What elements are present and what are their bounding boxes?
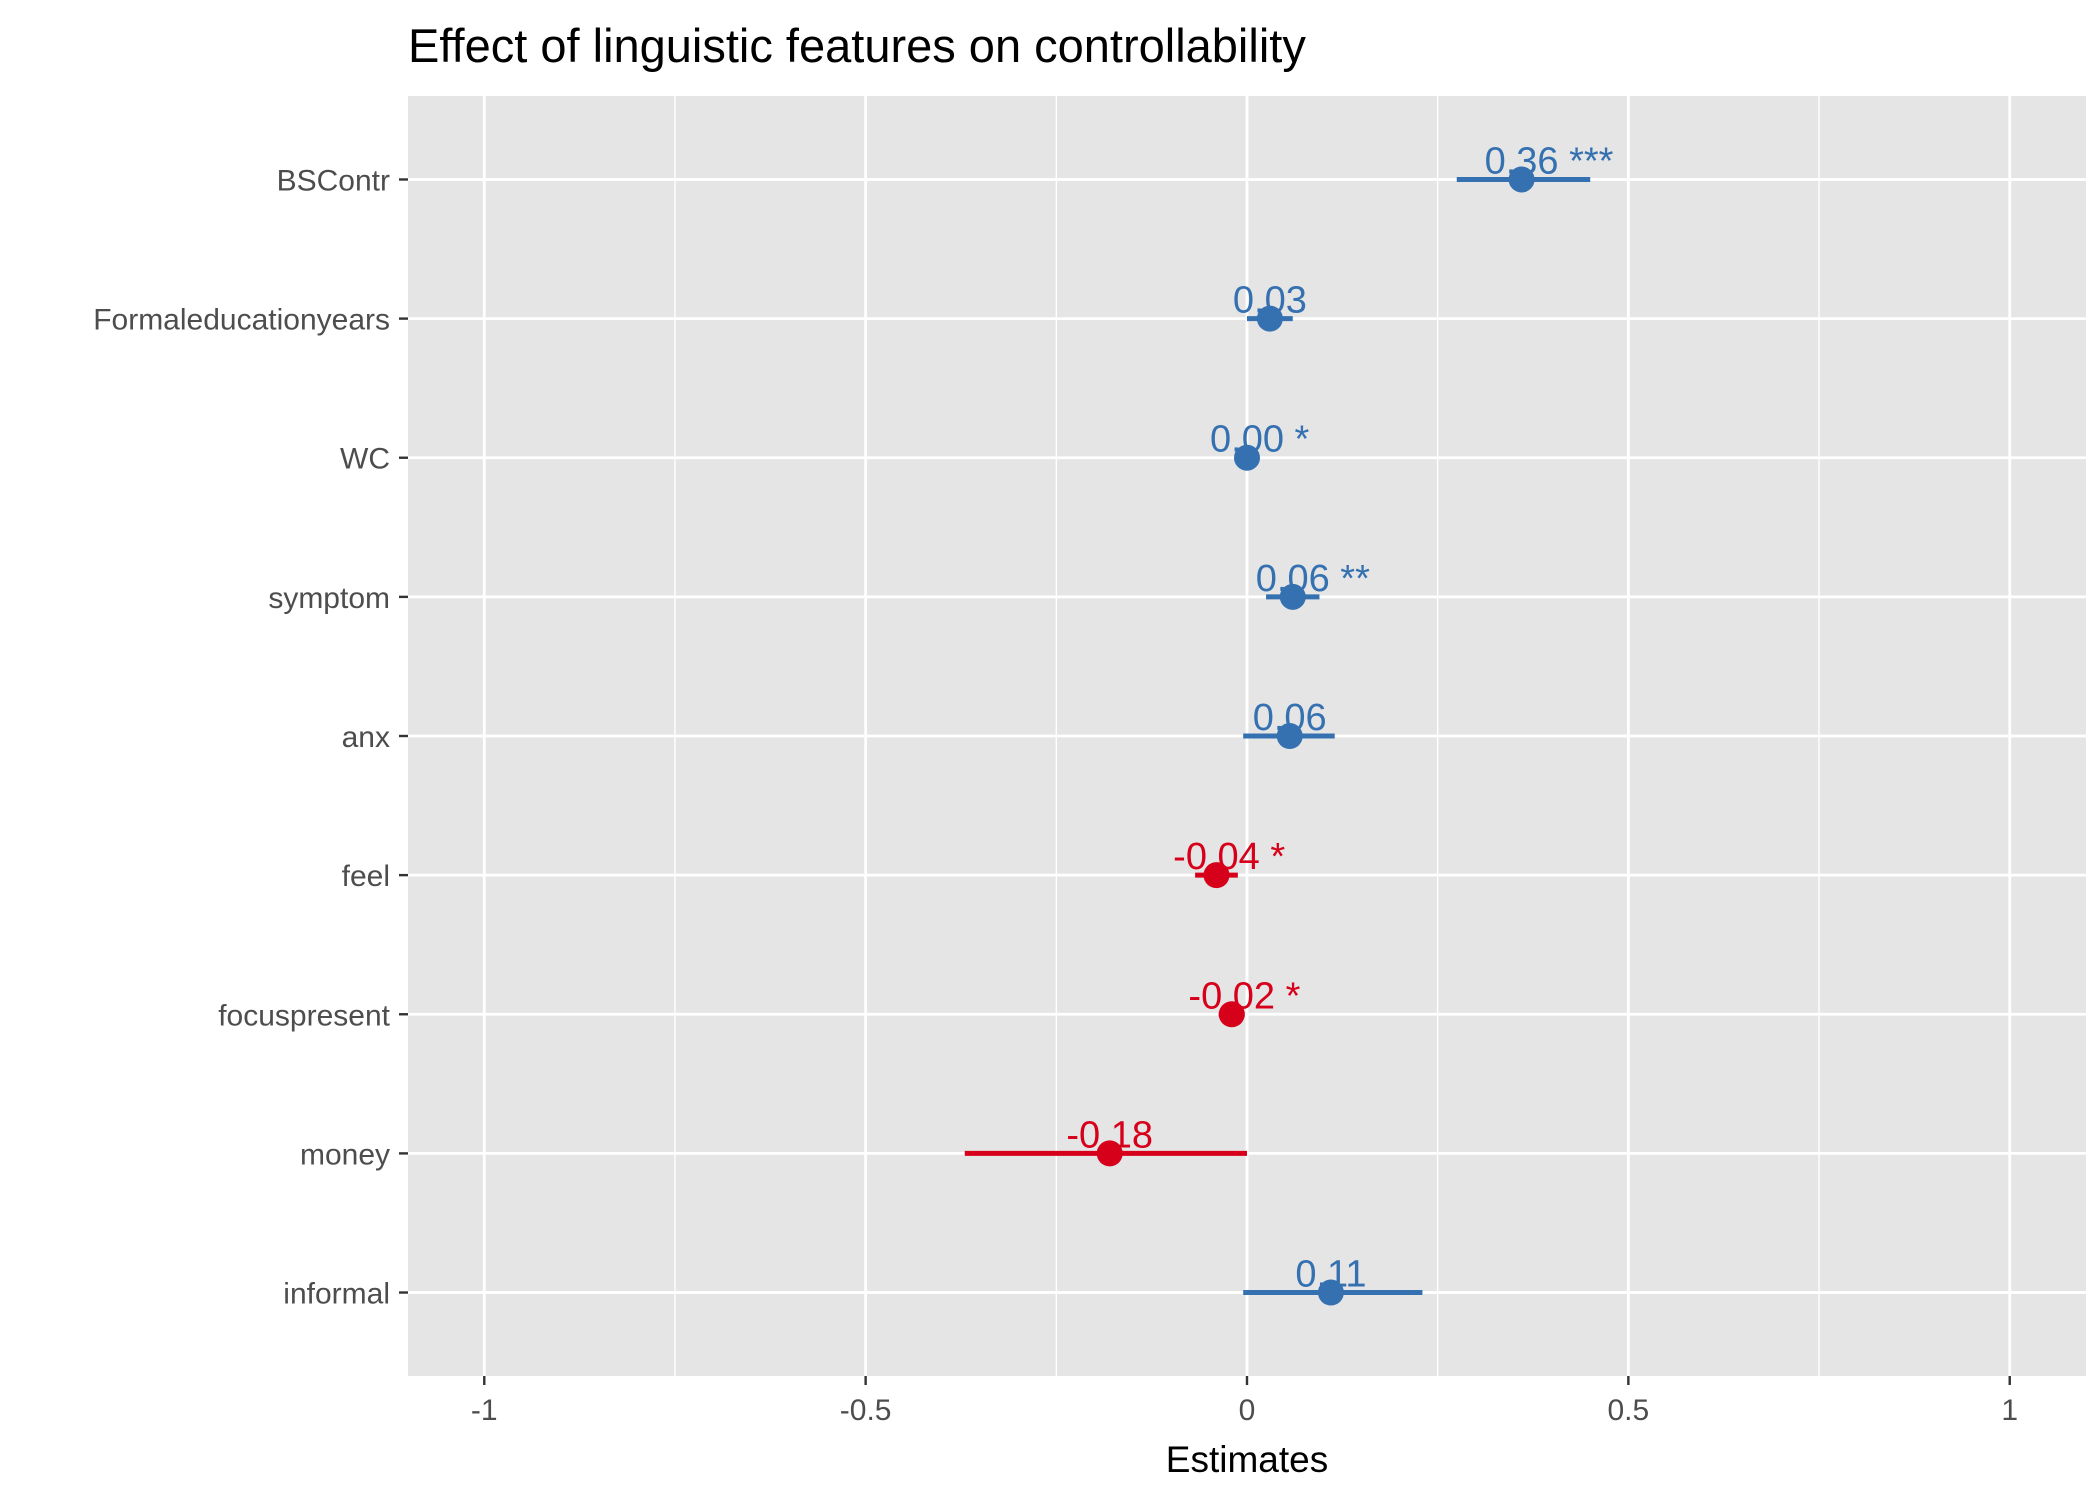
estimate-point-informal	[1317, 1279, 1344, 1306]
y-axis: BSContr Formaleducationyears WC symptom anx f…	[93, 164, 408, 1311]
y-tick-label-focuspresent: focuspresent	[218, 999, 390, 1032]
y-tick-label-money: money	[300, 1138, 390, 1171]
estimate-point-anx	[1276, 723, 1303, 749]
estimate-point-WC	[1234, 444, 1260, 471]
estimate-point-symptom	[1279, 583, 1306, 610]
x-tick-label: 1	[2001, 1394, 2018, 1427]
estimate-label-informal: 0.11	[1295, 1254, 1366, 1296]
y-tick-label-BSContr: BSContr	[277, 164, 390, 197]
y-tick-label-WC: WC	[340, 443, 390, 476]
y-tick-label-informal: informal	[283, 1278, 390, 1311]
y-tick-label-symptom: symptom	[268, 582, 390, 615]
data-marks: 0.36 *** 0.03 0.00 * 0.06 ** 0.06 -0.04 * -0.0…	[964, 140, 1614, 1306]
x-tick-label: -1	[471, 1394, 498, 1427]
estimate-point-focuspresent	[1218, 1001, 1245, 1028]
estimate-point-feel	[1203, 862, 1230, 889]
estimate-label-anx: 0.06	[1253, 697, 1327, 739]
x-axis-title: Estimates	[1166, 1439, 1328, 1480]
estimate-label-BSContr: 0.36 ***	[1485, 140, 1614, 182]
y-tick-label-anx: anx	[342, 721, 390, 754]
estimate-label-WC: 0.00 *	[1210, 419, 1310, 461]
estimate-point-Formaleducationyears	[1256, 305, 1283, 332]
x-tick-label: 0.5	[1608, 1394, 1650, 1427]
estimate-label-feel: -0.04 *	[1173, 836, 1285, 878]
y-tick-label-feel: feel	[342, 860, 390, 893]
estimate-label-focuspresent: -0.02 *	[1188, 975, 1300, 1017]
x-tick-label: 0	[1239, 1394, 1256, 1427]
y-tick-label-Formaleducationyears: Formaleducationyears	[93, 304, 390, 337]
estimate-point-money	[1096, 1140, 1123, 1167]
estimate-label-Formaleducationyears: 0.03	[1233, 280, 1307, 322]
estimate-label-symptom: 0.06 **	[1256, 558, 1370, 600]
chart-title: Effect of linguistic features on control…	[408, 19, 1306, 72]
estimate-point-BSContr	[1508, 166, 1535, 193]
estimate-label-money: -0.18	[1066, 1114, 1153, 1156]
x-tick-label: -0.5	[840, 1394, 892, 1427]
x-axis: -1 -0.5 0 0.5 1	[471, 1376, 2018, 1427]
